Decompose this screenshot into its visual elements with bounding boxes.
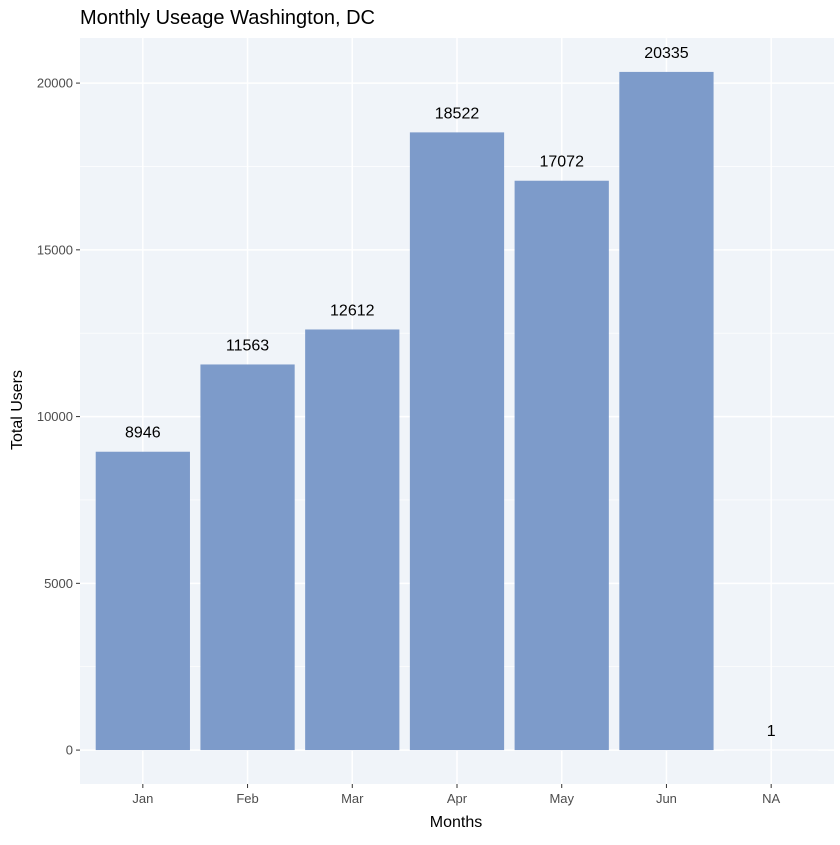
bar-jun (619, 72, 713, 750)
data-label: 17072 (539, 154, 584, 171)
x-tick-label: Jun (656, 791, 677, 806)
data-label: 12612 (330, 302, 375, 319)
bar-mar (305, 329, 399, 750)
y-axis-title: Total Users (9, 370, 26, 450)
bar-may (515, 181, 609, 750)
y-tick-label: 15000 (37, 242, 73, 257)
x-tick-label: Jan (132, 791, 153, 806)
bar-feb (200, 364, 294, 750)
bar-jan (96, 452, 190, 750)
data-label: 11563 (226, 337, 269, 354)
y-tick-label: 5000 (44, 576, 73, 591)
y-tick-label: 10000 (37, 409, 73, 424)
x-axis-title: Months (430, 814, 482, 831)
x-tick-label: NA (762, 791, 780, 806)
x-tick-label: Feb (236, 791, 258, 806)
x-tick-label: Mar (341, 791, 364, 806)
data-label: 18522 (435, 105, 480, 122)
x-tick-label: May (549, 791, 574, 806)
data-label: 8946 (125, 425, 161, 442)
chart-title: Monthly Useage Washington, DC (80, 7, 375, 29)
data-label: 20335 (644, 45, 689, 62)
x-tick-label: Apr (447, 791, 468, 806)
y-tick-label: 20000 (37, 76, 73, 91)
data-label: 1 (767, 723, 776, 740)
bar-apr (410, 132, 504, 750)
y-tick-label: 0 (66, 743, 73, 758)
